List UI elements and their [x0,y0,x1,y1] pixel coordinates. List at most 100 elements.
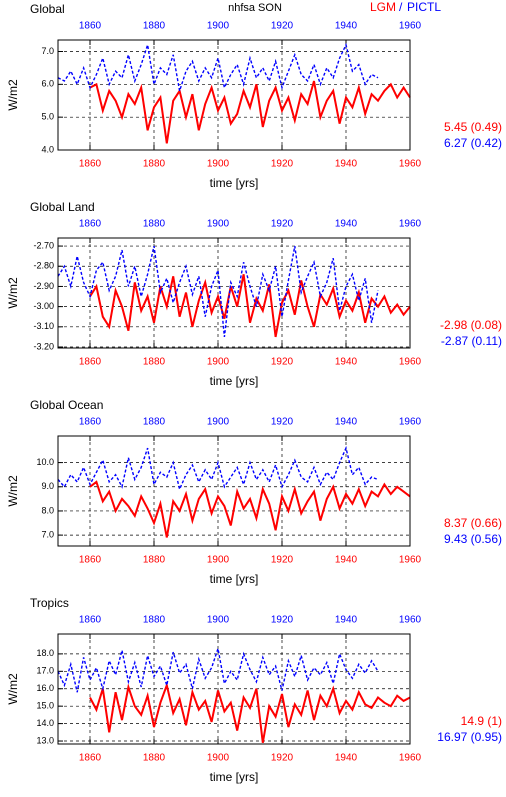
y-tick-label: -3.20 [33,341,54,351]
x-tick-label-top: 1860 [79,615,102,626]
panel-title: Global [30,2,65,16]
series-line [57,648,379,693]
series-line [89,80,411,144]
x-tick-label: 1860 [79,357,102,368]
x-tick-label-top: 1900 [207,21,230,32]
series-stats: -2.98 (0.08) [440,318,502,332]
x-tick-label: 1920 [271,159,294,170]
x-tick-label: 1940 [335,357,358,368]
x-tick-label: 1960 [399,555,422,566]
y-tick-label: -3.00 [33,301,54,311]
y-tick-label: 9.0 [41,481,54,491]
x-tick-label: 1940 [335,753,358,764]
series-line [57,42,379,92]
series-line [89,681,411,743]
x-tick-label-top: 1920 [271,21,294,32]
x-tick-label: 1860 [79,159,102,170]
x-tick-label: 1900 [207,357,230,368]
y-tick-label: 5.0 [41,112,54,122]
y-tick-label: 16.0 [36,683,54,693]
series-line [89,480,411,538]
y-tick-label: 8.0 [41,505,54,515]
x-tick-label: 1860 [79,555,102,566]
x-tick-label-top: 1880 [143,21,166,32]
x-tick-label-top: 1900 [207,417,230,428]
x-tick-label-top: 1940 [335,21,358,32]
x-tick-label: 1880 [143,357,166,368]
x-tick-label-top: 1960 [399,615,422,626]
panel-title: Global Ocean [30,398,103,412]
y-tick-label: -2.90 [33,281,54,291]
series-line [89,274,411,338]
y-tick-label: -2.70 [33,240,54,250]
plot-frame [57,39,411,151]
panel-title: Global Land [30,200,95,214]
plot-frame [57,633,411,745]
plot-frame [57,237,411,349]
x-tick-label-top: 1940 [335,417,358,428]
plot-frame [57,435,411,547]
y-axis-label: W/m2 [6,475,20,507]
y-tick-label: 10.0 [36,457,54,467]
x-tick-label: 1920 [271,753,294,764]
y-tick-label: 15.0 [36,701,54,711]
y-tick-label: 17.0 [36,666,54,676]
legend-separator: / [399,0,403,14]
x-tick-label: 1880 [143,159,166,170]
x-tick-label-top: 1860 [79,21,102,32]
x-tick-label: 1920 [271,357,294,368]
series-line [57,445,379,492]
x-tick-label: 1960 [399,357,422,368]
x-tick-label-top: 1960 [399,219,422,230]
x-tick-label: 1900 [207,159,230,170]
x-tick-label-top: 1880 [143,417,166,428]
series-line [57,245,379,337]
x-axis-label: time [yrs] [210,770,259,784]
x-tick-label-top: 1860 [79,417,102,428]
x-tick-label: 1880 [143,555,166,566]
y-tick-label: -2.80 [33,261,54,271]
x-tick-label-top: 1900 [207,615,230,626]
x-tick-label-top: 1900 [207,219,230,230]
series-stats: 16.97 (0.95) [437,730,502,744]
y-tick-label: -3.10 [33,321,54,331]
x-tick-label-top: 1860 [79,219,102,230]
y-axis-label: W/m2 [6,79,20,111]
y-tick-label: 13.0 [36,735,54,745]
legend-lgm: LGM [370,0,396,14]
y-axis-label: W/m2 [6,673,20,705]
series-stats: -2.87 (0.11) [441,334,502,348]
y-tick-label: 6.0 [41,79,54,89]
x-axis-label: time [yrs] [210,572,259,586]
y-tick-label: 18.0 [36,648,54,658]
legend-pictl: PICTL [407,0,441,14]
x-tick-label: 1900 [207,753,230,764]
x-tick-label: 1860 [79,753,102,764]
y-axis-label: W/m2 [6,277,20,309]
x-tick-label-top: 1880 [143,615,166,626]
x-tick-label: 1900 [207,555,230,566]
x-tick-label: 1960 [399,753,422,764]
x-axis-label: time [yrs] [210,374,259,388]
x-tick-label-top: 1940 [335,615,358,626]
panel-title: Tropics [30,596,69,610]
x-tick-label-top: 1920 [271,615,294,626]
series-stats: 9.43 (0.56) [444,532,502,546]
x-tick-label: 1880 [143,753,166,764]
x-tick-label: 1940 [335,159,358,170]
y-tick-label: 4.0 [41,144,54,154]
x-tick-label: 1960 [399,159,422,170]
y-tick-label: 14.0 [36,718,54,728]
series-stats: 6.27 (0.42) [444,136,502,150]
x-axis-label: time [yrs] [210,176,259,190]
y-tick-label: 7.0 [41,46,54,56]
x-tick-label-top: 1920 [271,219,294,230]
x-tick-label-top: 1960 [399,417,422,428]
x-tick-label-top: 1880 [143,219,166,230]
figure-title: nhfsa SON [228,2,282,14]
y-tick-label: 7.0 [41,529,54,539]
series-stats: 8.37 (0.66) [444,516,502,530]
series-stats: 14.9 (1) [461,714,502,728]
x-tick-label: 1940 [335,555,358,566]
